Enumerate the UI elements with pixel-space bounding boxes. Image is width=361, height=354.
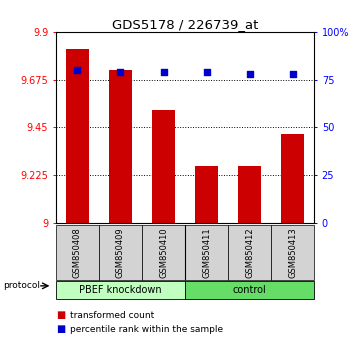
Bar	[281, 134, 304, 223]
Text: protocol: protocol	[4, 281, 40, 290]
Bar	[238, 166, 261, 223]
Point	[75, 67, 81, 73]
Point	[161, 69, 166, 75]
Bar	[109, 70, 132, 223]
Bar	[99, 225, 142, 280]
Text: ■: ■	[56, 324, 65, 334]
Point	[204, 69, 209, 75]
Text: GSM850411: GSM850411	[202, 227, 211, 278]
Point	[118, 69, 123, 75]
Text: PBEF knockdown: PBEF knockdown	[79, 285, 162, 295]
Text: GSM850409: GSM850409	[116, 227, 125, 278]
Text: control: control	[233, 285, 266, 295]
Title: GDS5178 / 226739_at: GDS5178 / 226739_at	[112, 18, 258, 31]
Text: ■: ■	[56, 310, 65, 320]
Bar	[56, 225, 99, 280]
Point	[247, 71, 252, 77]
Bar	[56, 281, 185, 299]
Bar	[142, 225, 185, 280]
Bar	[66, 49, 89, 223]
Point	[290, 71, 295, 77]
Bar	[185, 281, 314, 299]
Bar	[185, 225, 228, 280]
Text: transformed count: transformed count	[70, 310, 155, 320]
Text: GSM850412: GSM850412	[245, 227, 254, 278]
Text: GSM850413: GSM850413	[288, 227, 297, 278]
Text: GSM850410: GSM850410	[159, 227, 168, 278]
Bar	[195, 166, 218, 223]
Bar	[152, 110, 175, 223]
Bar	[228, 225, 271, 280]
Text: percentile rank within the sample: percentile rank within the sample	[70, 325, 223, 334]
Text: GSM850408: GSM850408	[73, 227, 82, 278]
Bar	[271, 225, 314, 280]
